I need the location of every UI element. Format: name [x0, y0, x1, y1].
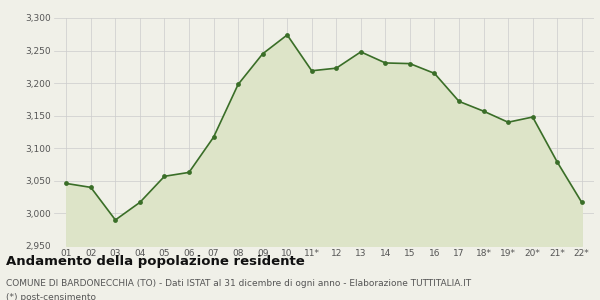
Point — [184, 170, 194, 175]
Point — [356, 50, 365, 54]
Point — [135, 200, 145, 205]
Point — [307, 68, 317, 73]
Point — [110, 218, 120, 222]
Point — [553, 160, 562, 164]
Point — [430, 71, 439, 76]
Text: (*) post-censimento: (*) post-censimento — [6, 292, 96, 300]
Point — [479, 109, 488, 114]
Point — [209, 135, 218, 140]
Text: COMUNE DI BARDONECCHIA (TO) - Dati ISTAT al 31 dicembre di ogni anno - Elaborazi: COMUNE DI BARDONECCHIA (TO) - Dati ISTAT… — [6, 279, 471, 288]
Point — [528, 115, 538, 119]
Point — [86, 185, 95, 190]
Point — [233, 82, 243, 87]
Point — [258, 51, 268, 56]
Point — [454, 99, 464, 104]
Point — [503, 120, 513, 124]
Point — [283, 32, 292, 37]
Point — [577, 200, 587, 205]
Point — [405, 61, 415, 66]
Text: Andamento della popolazione residente: Andamento della popolazione residente — [6, 255, 305, 268]
Point — [160, 174, 169, 179]
Point — [380, 61, 390, 65]
Point — [61, 181, 71, 186]
Point — [331, 66, 341, 70]
